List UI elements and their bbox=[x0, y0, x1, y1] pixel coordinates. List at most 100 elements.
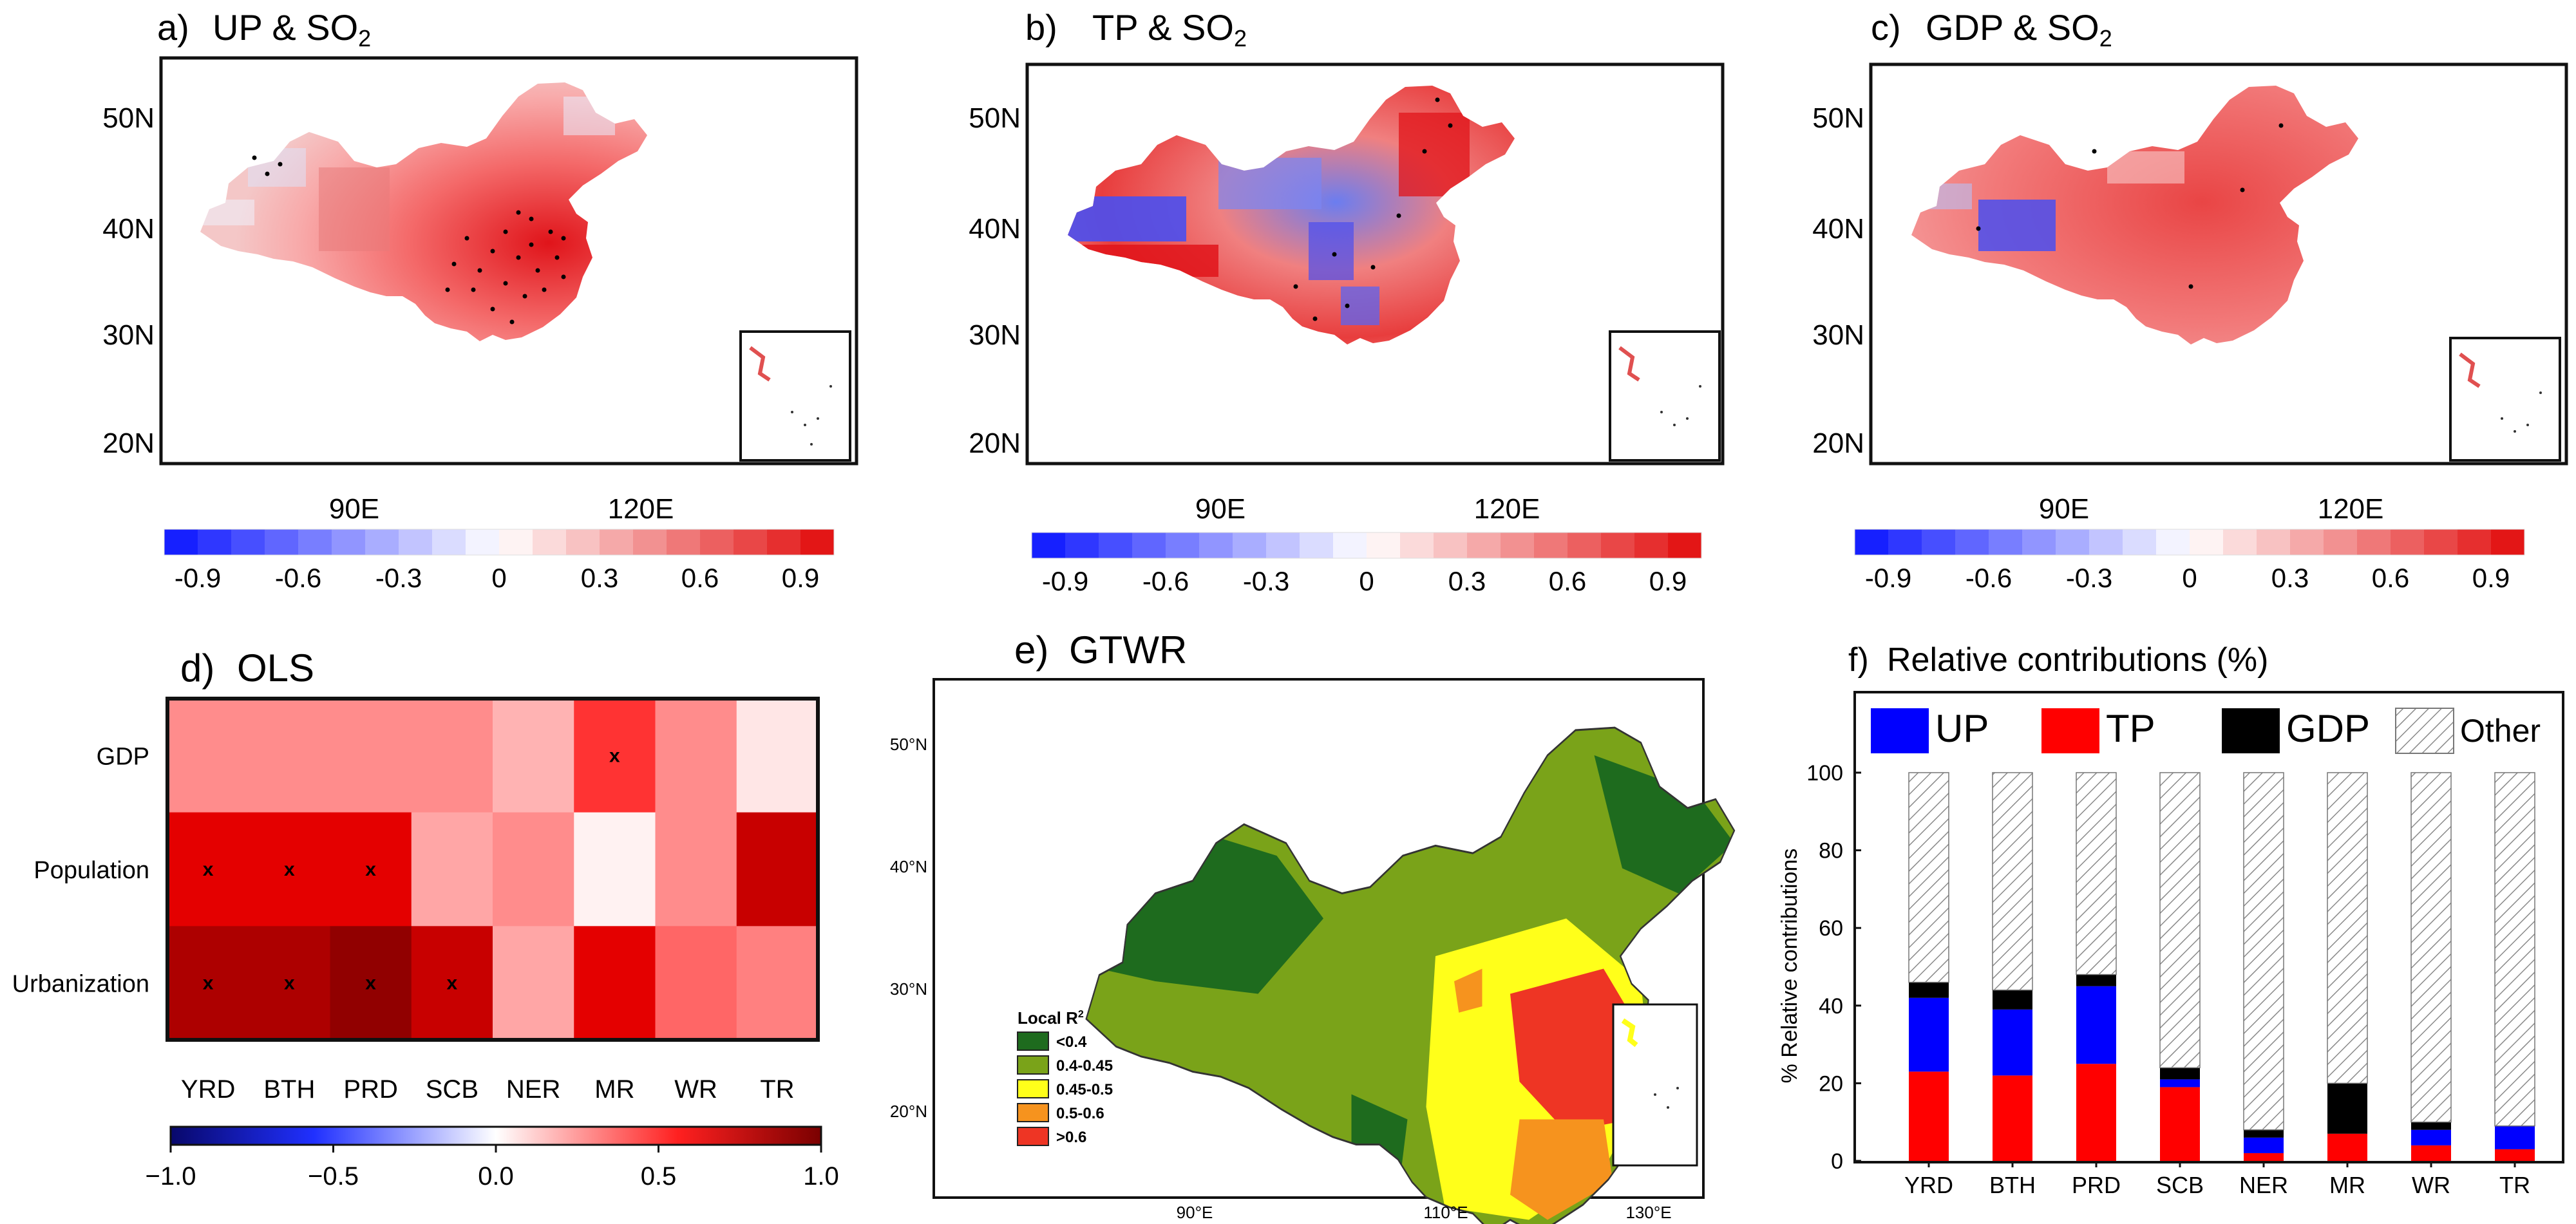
colorbar-segment bbox=[1922, 529, 1956, 555]
colorbar-tick-label: 0 bbox=[491, 563, 506, 593]
bar-segment-tp bbox=[2327, 1133, 2367, 1161]
ols-column-label: TR bbox=[760, 1075, 794, 1104]
panel-f-title: Relative contributions (%) bbox=[1887, 641, 2268, 679]
ols-cell bbox=[411, 926, 493, 1040]
colorbar-outline bbox=[164, 529, 835, 556]
panel-b: b) TP & SO2 50N 40N 30N bbox=[969, 7, 1725, 596]
gtwr-legend-swatch bbox=[1017, 1055, 1049, 1075]
colorbar-segment bbox=[2056, 529, 2090, 555]
legend-label-gdp: GDP bbox=[2286, 707, 2370, 750]
lon-label: 120E bbox=[608, 493, 674, 525]
colorbar-segment bbox=[2190, 529, 2224, 555]
colorbar-segment bbox=[1955, 529, 1989, 555]
ols-colorbar-tick-label: −0.5 bbox=[308, 1162, 359, 1191]
ols-row-label: Urbanization bbox=[12, 971, 149, 998]
panel-c-title: GDP & SO2 bbox=[1926, 7, 2112, 52]
colorbar-segment bbox=[198, 529, 232, 555]
ols-significance-marker: x bbox=[447, 973, 458, 994]
colorbar-segment bbox=[1567, 532, 1602, 558]
colorbar-tick-label: -0.9 bbox=[175, 563, 221, 593]
lon-label: 120E bbox=[2318, 493, 2384, 525]
bar-segment-up bbox=[1993, 1009, 2032, 1076]
ols-cell bbox=[655, 699, 737, 813]
ols-cell bbox=[493, 699, 574, 813]
colorbar-segment bbox=[2223, 529, 2257, 555]
significance-dots bbox=[252, 155, 566, 325]
colorbar-segment bbox=[2156, 529, 2190, 555]
ols-cell bbox=[167, 812, 249, 927]
gtwr-lat-label: 30°N bbox=[890, 979, 927, 999]
ols-column-label: BTH bbox=[263, 1075, 315, 1104]
colorbar-segment bbox=[2491, 529, 2525, 555]
bar-segment-tp bbox=[1993, 1075, 2032, 1161]
lat-label: 50N bbox=[969, 102, 1021, 134]
gtwr-legend-swatch bbox=[1017, 1127, 1049, 1146]
colorbar-segment bbox=[1467, 532, 1501, 558]
bar-segment-gdp bbox=[2160, 1068, 2200, 1080]
lat-label: 40N bbox=[969, 213, 1021, 245]
colorbar-segment bbox=[1099, 532, 1133, 558]
ols-cell bbox=[330, 699, 412, 813]
legend-swatch-tp bbox=[2041, 708, 2099, 753]
ols-colorbar-tick-label: −1.0 bbox=[146, 1162, 196, 1191]
ols-column-label: WR bbox=[674, 1075, 717, 1104]
colorbar-tick-label: 0.3 bbox=[581, 563, 618, 593]
colorbar-tick-label: -0.3 bbox=[1243, 566, 1289, 596]
panel-f-ytick-label: 60 bbox=[1819, 916, 1843, 941]
colorbar-tick-label: 0.3 bbox=[1448, 566, 1486, 596]
colorbar-segment bbox=[1888, 529, 1922, 555]
bar-segment-up bbox=[2495, 1125, 2535, 1149]
ols-cell bbox=[167, 926, 249, 1040]
colorbar-tick-label: 0.9 bbox=[2472, 563, 2510, 593]
gtwr-legend: <0.4 0.4-0.45 0.45-0.5 0.5-0.6 >0.6 bbox=[1017, 1031, 1113, 1146]
colorbar-segment bbox=[1501, 532, 1535, 558]
lat-label: 40N bbox=[102, 213, 155, 245]
bar-segment-other bbox=[2327, 772, 2368, 1084]
colorbar-segment bbox=[231, 529, 265, 555]
bar-segment-other bbox=[2243, 772, 2284, 1131]
ols-cell bbox=[736, 699, 819, 813]
ols-cell bbox=[493, 926, 574, 1040]
bar-segment-tp bbox=[2244, 1153, 2284, 1161]
panel-f-legend: UP TP GDP Other bbox=[1871, 707, 2541, 754]
ols-column-labels: YRD BTH PRD SCB NER MR WR TR bbox=[181, 1075, 795, 1104]
ols-row-label: GDP bbox=[97, 743, 149, 770]
panel-f-xtick-label: BTH bbox=[1989, 1172, 2036, 1198]
gtwr-lon-label: 130°E bbox=[1625, 1203, 1671, 1222]
ols-heatmap: x x x x x x x x bbox=[167, 699, 819, 1040]
legend-swatch-gdp bbox=[2222, 708, 2280, 753]
colorbar-segment bbox=[2022, 529, 2056, 555]
ols-colorbar-tick-label: 0.5 bbox=[641, 1162, 677, 1191]
ols-cell bbox=[249, 699, 330, 813]
colorbar-segment bbox=[600, 529, 634, 555]
colorbar-tick-label: -0.6 bbox=[1965, 563, 2012, 593]
gtwr-legend-label: 0.45-0.5 bbox=[1056, 1081, 1113, 1098]
colorbar-segment bbox=[332, 529, 366, 555]
colorbar-segment bbox=[1266, 532, 1300, 558]
colorbar-segment bbox=[633, 529, 667, 555]
ols-colorbar-ticks: −1.0 −0.5 0.0 0.5 1.0 bbox=[146, 1145, 839, 1191]
panel-f-ytick-label: 0 bbox=[1831, 1149, 1843, 1174]
legend-swatch-up bbox=[1871, 708, 1929, 753]
panel-f-bars bbox=[1908, 772, 2535, 1161]
colorbar-segment bbox=[767, 529, 801, 555]
colorbar-tick-label: 0.9 bbox=[782, 563, 819, 593]
colorbar-segment bbox=[298, 529, 332, 555]
colorbar-segment bbox=[399, 529, 433, 555]
panel-e-title: GTWR bbox=[1069, 628, 1187, 672]
gtwr-legend-label: >0.6 bbox=[1056, 1129, 1086, 1146]
colorbar-segment bbox=[499, 529, 533, 555]
bar-segment-tp bbox=[2160, 1087, 2200, 1161]
panel-a-title: UP & SO2 bbox=[213, 7, 371, 52]
ols-cell bbox=[330, 926, 412, 1040]
ols-significance-marker: x bbox=[203, 973, 214, 994]
legend-swatch-other bbox=[2395, 708, 2454, 754]
ols-frame bbox=[166, 697, 820, 1042]
colorbar-outline bbox=[1854, 529, 2525, 556]
colorbar-segment bbox=[667, 529, 701, 555]
panel-b-label: b) bbox=[1025, 7, 1057, 48]
colorbar-tick-label: 0.6 bbox=[2372, 563, 2409, 593]
colorbar-segment bbox=[365, 529, 399, 555]
colorbar-tick-label: 0.3 bbox=[2271, 563, 2309, 593]
